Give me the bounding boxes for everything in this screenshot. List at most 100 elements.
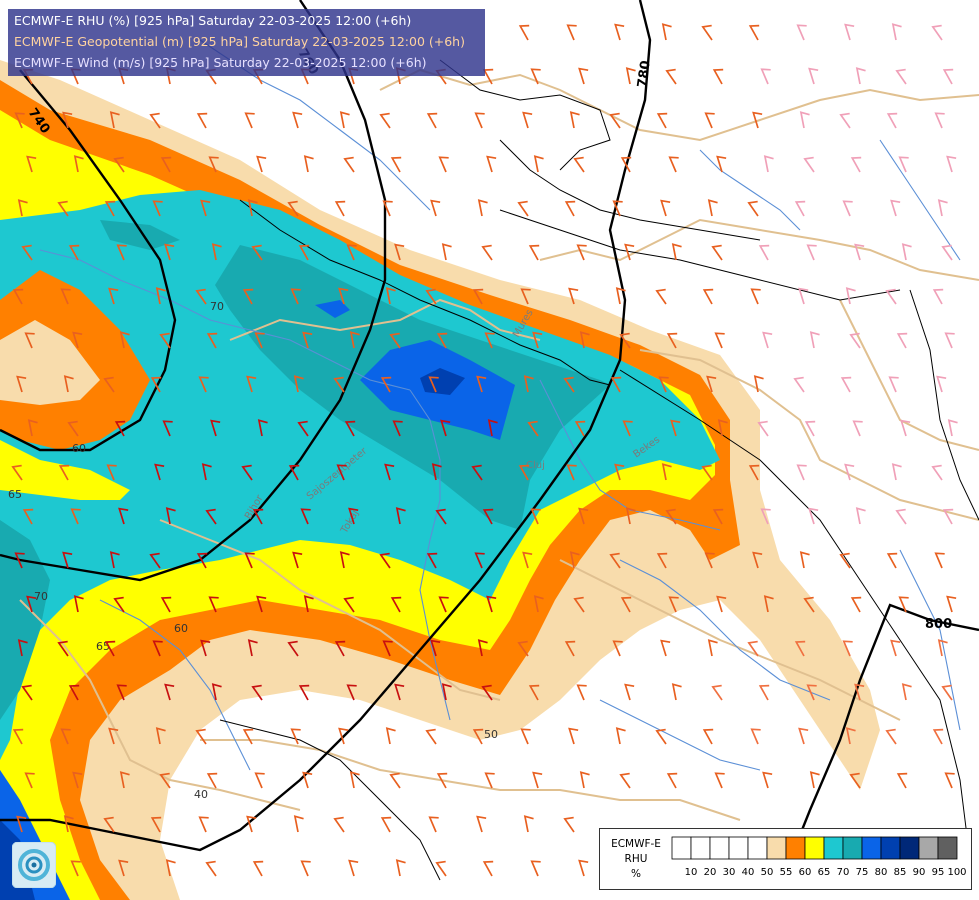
wind-barb (896, 332, 908, 349)
map-title-box: ECMWF-E RHU (%) [925 hPa] Saturday 22-03… (8, 9, 485, 76)
wind-barb (338, 727, 349, 745)
wind-barb (440, 419, 451, 437)
rhu-label-65a: 65 (8, 488, 22, 501)
wind-barb (942, 68, 954, 85)
wind-barb (242, 728, 254, 745)
wind-barb (762, 331, 773, 349)
wind-barb (441, 683, 452, 701)
wind-barb (24, 332, 35, 349)
legend-swatch (823, 836, 844, 860)
wind-barb (298, 244, 310, 261)
wind-barb (901, 243, 912, 261)
wind-barb (164, 243, 175, 261)
wind-barb (854, 243, 865, 261)
wind-barb (803, 596, 815, 613)
wind-barb (436, 332, 448, 349)
wind-barb (842, 200, 853, 217)
wind-barb (482, 860, 494, 877)
wind-barb (164, 683, 175, 701)
wind-barb (196, 112, 208, 129)
wind-barb (70, 860, 81, 877)
legend-tick-label: 80 (875, 867, 888, 878)
wind-barb (348, 507, 359, 525)
wind-barb (747, 640, 759, 657)
legend-swatch (861, 836, 882, 860)
rhu-label-40: 40 (194, 788, 208, 801)
wind-barb (523, 375, 534, 393)
legend-title-model: ECMWF-E (611, 838, 661, 850)
wind-barb (159, 332, 171, 349)
wind-barb (104, 640, 116, 657)
wind-barb (206, 332, 218, 349)
wind-barb (303, 155, 314, 173)
rhu-label-60b: 60 (174, 622, 188, 635)
wind-barb (196, 552, 208, 569)
wind-barb (806, 244, 817, 261)
wind-barb (794, 640, 806, 657)
wind-barb (484, 332, 495, 349)
wind-barb (931, 24, 943, 41)
geo-label-800: 800 (925, 617, 952, 632)
wind-barb (944, 332, 955, 349)
wind-barb (334, 640, 346, 657)
wind-barb (839, 552, 851, 569)
wind-barb (487, 419, 498, 437)
wind-barb (389, 772, 401, 789)
wind-barb (257, 419, 268, 437)
wind-barb (195, 288, 207, 305)
wind-barb (568, 727, 579, 745)
wind-barb (798, 727, 809, 745)
wind-barb (522, 551, 533, 569)
wind-barb (609, 112, 621, 129)
wind-barb (896, 772, 908, 789)
legend-swatch (690, 836, 711, 860)
wind-barb (757, 420, 769, 437)
wind-barb (944, 772, 955, 789)
geo-label-780: 780 (635, 60, 654, 89)
wind-barb (808, 67, 819, 85)
wind-barb (114, 420, 126, 437)
wind-barb (702, 288, 714, 305)
wind-barb (116, 684, 127, 701)
wind-barb (425, 288, 437, 305)
wind-barb (200, 199, 211, 217)
legend-swatch (937, 836, 958, 860)
wind-barb (382, 200, 393, 217)
wind-barb (205, 860, 217, 877)
wind-barb (707, 199, 718, 217)
wind-barb (932, 728, 944, 745)
wind-barb (349, 331, 360, 349)
wind-barb (573, 596, 585, 613)
wind-barb (254, 332, 265, 349)
wind-barb (656, 552, 668, 569)
wind-barb (211, 683, 222, 701)
wind-barb (436, 772, 448, 789)
wind-barb (661, 23, 672, 41)
wind-barb (518, 464, 530, 481)
rhu-label-60a: 60 (72, 442, 86, 455)
wind-barb (385, 287, 396, 305)
wind-barb (104, 200, 116, 217)
wind-barb (670, 419, 681, 437)
wind-barb (668, 156, 679, 173)
wind-barb (854, 683, 865, 701)
wind-barb (619, 332, 631, 349)
wind-barb (706, 375, 717, 393)
wind-barb (665, 508, 677, 525)
wind-barb (379, 112, 391, 129)
wind-barb (523, 815, 534, 833)
wind-barb (160, 596, 172, 613)
wind-barb (763, 155, 774, 173)
wind-barb (380, 376, 392, 393)
wind-barb (936, 375, 947, 393)
wind-barb (517, 200, 529, 217)
wind-barb (113, 156, 125, 173)
wind-barb (527, 420, 539, 437)
wind-barb (68, 684, 80, 701)
wind-barbs (11, 23, 958, 877)
wind-barb (57, 200, 69, 217)
wind-barb (804, 420, 816, 437)
wind-barb (288, 464, 300, 481)
